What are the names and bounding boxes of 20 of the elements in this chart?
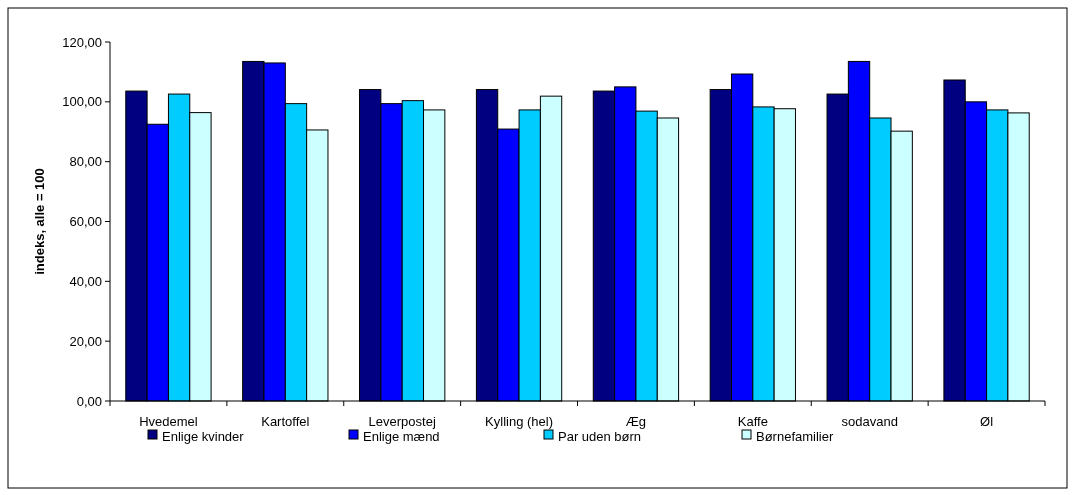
x-tick-label: Hvedemel bbox=[139, 414, 198, 429]
x-tick-label: Øl bbox=[980, 414, 994, 429]
legend-label: Enlige mænd bbox=[363, 428, 440, 444]
y-tick-label: 100,00 bbox=[62, 94, 102, 110]
legend-label: Par uden børn bbox=[558, 428, 642, 444]
legend-label: Enlige kvinder bbox=[162, 428, 245, 444]
y-axis-title: indeks, alle = 100 bbox=[32, 168, 47, 275]
y-tick-label: 0,00 bbox=[76, 393, 102, 409]
x-tick-label: Leverpostej bbox=[368, 414, 436, 429]
y-tick-label: 20,00 bbox=[69, 333, 102, 349]
y-tick-label: 120,00 bbox=[62, 34, 102, 50]
x-tick-label: Kartoffel bbox=[261, 414, 310, 429]
y-tick-label: 40,00 bbox=[69, 273, 102, 289]
x-tick-label: Kylling (hel) bbox=[485, 414, 554, 429]
legend-label: Børnefamilier bbox=[756, 428, 834, 444]
x-tick-label: Kaffe bbox=[737, 414, 768, 429]
y-tick-label: 60,00 bbox=[69, 214, 102, 230]
y-tick-label: 80,00 bbox=[69, 154, 102, 170]
x-tick-label: sodavand bbox=[841, 414, 898, 429]
x-tick-label: Æg bbox=[625, 414, 647, 429]
